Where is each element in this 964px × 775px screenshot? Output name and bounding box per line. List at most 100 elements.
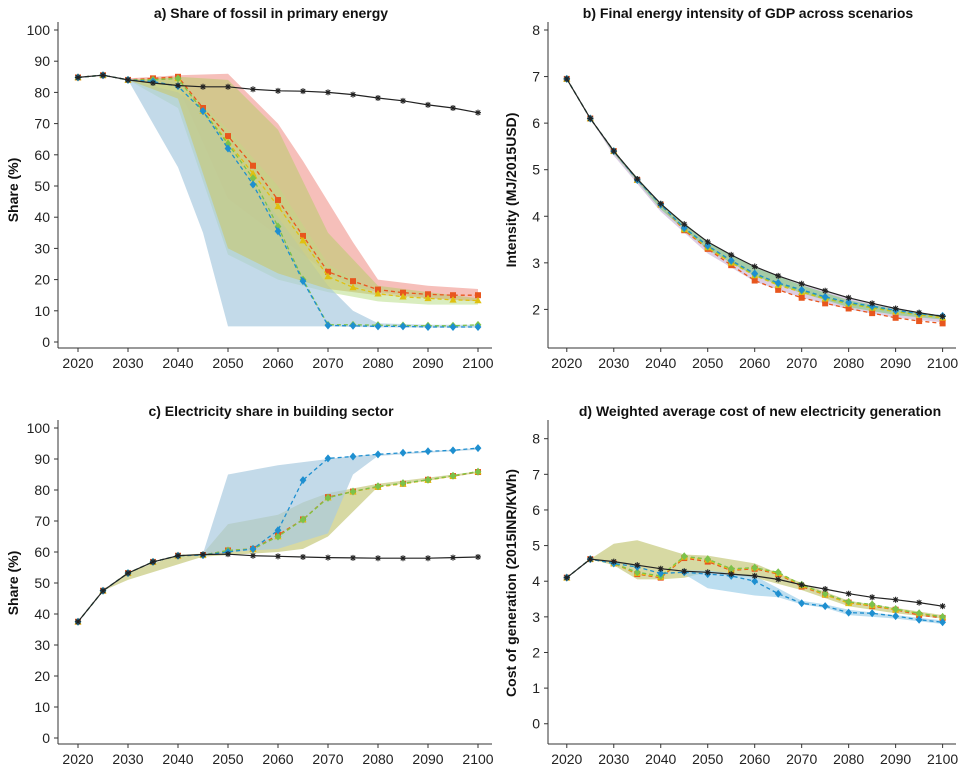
panel-c-x-tick-label: 2100 [462,751,493,767]
panel-b-x-tick-label: 2100 [927,355,958,371]
panel-b-series-2-point [916,318,923,325]
panel-d-x-tick-label: 2020 [551,751,582,767]
panel-b-series-1-point [610,148,617,155]
panel-d-series-5-point [798,599,806,608]
panel-a-series-1-point [150,80,156,87]
panel-b-series-1-point [634,176,641,183]
panel-d-series-4-point [704,555,712,564]
panel-a-x-tick-label: 2090 [412,355,443,371]
panel-a-y-tick-label: 90 [34,53,50,69]
panel-d-series-5-point [774,589,782,598]
panel-b-band-2 [590,118,943,320]
panel-c-x-tick-label: 2040 [162,751,193,767]
panel-d-ylabel: Cost of generation (2015INR/KWh) [503,469,519,697]
panel-b-series-1-point [869,300,876,307]
panel-d-series-1-point [704,569,711,576]
panel-d-series-1-point [751,572,758,579]
panel-a-y-tick-label: 30 [34,240,50,256]
panel-d-band-1 [590,540,943,619]
panel-b-series-1-point [822,287,829,294]
panel-d-x-tick-label: 2080 [833,751,864,767]
panel-d-series-4-point [680,552,688,561]
panel-d-series-5-point [868,609,876,618]
panel-d-series-4-point [727,564,735,573]
panel-d-x-tick-label: 2090 [880,751,911,767]
panel-a-y-tick-label: 70 [34,116,50,132]
panel-a-y-tick-label: 40 [34,209,50,225]
panel-d-y-tick-label: 1 [532,680,540,696]
panel-d-series-5-point [751,577,759,586]
panel-d-y-tick-label: 0 [532,716,540,732]
panel-a-series-3-point [424,294,432,302]
panel-c-y-tick-label: 30 [34,637,50,653]
panel-c-series-5-point [424,447,432,456]
panel-a-ylabel: Share (%) [5,158,21,223]
panel-a-series-1-point [425,101,431,108]
panel-c-x-tick-label: 2020 [62,751,93,767]
panel-b-series-1-point [751,263,758,270]
panel-b-x-tick-label: 2090 [880,355,911,371]
panel-b-x-tick-label: 2040 [645,355,676,371]
panel-d-series-4-point [915,609,923,618]
panel-a-series-5-point [224,144,232,153]
panel-a-y-tick-label: 10 [34,303,50,319]
panel-d-series-5-point [939,618,947,627]
panel-b-series-1-point [704,238,711,245]
panel-c-y-tick-label: 100 [27,420,51,436]
panel-a-x-tick-label: 2030 [112,355,143,371]
panel-c-x-tick-label: 2080 [362,751,393,767]
panel-c-series-4-point [324,493,332,502]
panel-b-series-5-point [727,256,735,265]
panel-b-series-1-point [892,305,899,312]
panel-a-series-1-point [175,82,181,89]
panel-d-series-4-point [821,589,829,598]
panel-a-x-tick-label: 2100 [462,355,493,371]
panel-b-band-1 [590,118,943,323]
panel-d-series-1-point [634,562,641,569]
panel-d-series-1-point [916,599,923,606]
panel-a-x-tick-label: 2040 [162,355,193,371]
panel-c-series-1-point [450,554,456,561]
panel-a-series-1-point [400,97,406,104]
panel-d-series-1 [563,556,946,610]
panel-d-series-4-point [845,597,853,606]
panel-b-title: b) Final energy intensity of GDP across … [583,5,914,21]
panel-a-series-1-point [375,95,381,102]
panel-c-series-1-point [150,558,156,565]
panel-d-x-tick-label: 2030 [598,751,629,767]
panel-b-series-2-point [869,310,876,317]
panel-c-series-1-point [475,553,481,560]
panel-b-ylabel: Intensity (MJ/2015USD) [503,113,519,268]
panel-c-series-5-line [77,447,479,623]
panel-a-y-tick-label: 50 [34,178,50,194]
panel-c-y-tick-label: 90 [34,451,50,467]
panel-a-series-1-point [225,83,231,90]
panel-a-series-2-point [300,232,306,239]
panel-c-series-4-point [424,475,432,484]
panel-d-x-tick-label: 2050 [692,751,723,767]
panel-d-series-1-point [892,596,899,603]
panel-b-x-tick-label: 2070 [786,355,817,371]
panel-b-series-5-point [751,269,759,278]
panel-a-series-5-point [399,322,407,331]
panel-b-series-5-point [774,278,782,287]
panel-a-series-2-point [325,268,331,275]
panel-b-y-tick-label: 7 [532,69,540,85]
panel-b-series-5-point [845,298,853,307]
panel-d-series-5-point [821,602,829,611]
panel-c-y-tick-label: 10 [34,699,50,715]
panel-a-series-2-point [250,162,256,169]
panel-b-series-2-point [939,320,946,327]
panel-c-series-4-point [374,482,382,491]
panel-a-series-1-point [325,89,331,96]
panel-b-y-tick-label: 8 [532,22,540,38]
panel-d-series-1-point [587,556,594,563]
panel-c-series-1-point [200,551,206,558]
panel-d-series-5-point [892,612,900,621]
panel-a-series-3-point [374,289,382,297]
panel-a-title: a) Share of fossil in primary energy [154,5,388,21]
panel-a-fossil-share: a) Share of fossil in primary energy Sha… [5,5,494,371]
panel-c-series-1-point [300,553,306,560]
panel-a-series-1-point [125,76,131,83]
